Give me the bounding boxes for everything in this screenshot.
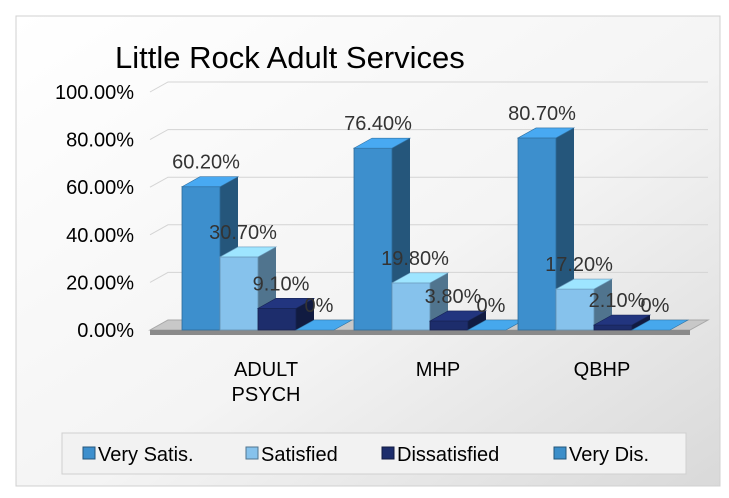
- data-label: 19.80%: [381, 248, 449, 270]
- bar-front: [391, 282, 431, 331]
- y-tick-label: 60.00%: [66, 177, 134, 199]
- y-axis-tick-labels: 0.00% 20.00% 40.00% 60.00% 80.00% 100.00%: [55, 82, 134, 342]
- bar-side: [468, 310, 486, 330]
- data-label: 3.80%: [425, 286, 482, 308]
- data-label: 76.40%: [344, 113, 412, 135]
- bar: [390, 272, 450, 331]
- x-tick-label: ADULT PSYCH: [232, 359, 301, 406]
- y-tick-label: 0.00%: [77, 320, 134, 342]
- legend-swatch: [82, 446, 96, 460]
- legend-item: Very Satis.: [82, 444, 194, 466]
- legend-item: Very Dis.: [553, 444, 649, 466]
- gridline: [149, 81, 708, 93]
- bar: [294, 319, 354, 331]
- bar-top: [256, 298, 316, 309]
- legend-box: [61, 432, 687, 475]
- legend-swatch: [553, 446, 567, 460]
- bar-top: [180, 176, 240, 188]
- x-axis-tick-labels: ADULT PSYCH MHP QBHP: [232, 359, 631, 406]
- y-tick-label: 40.00%: [66, 225, 134, 247]
- data-label: 0%: [305, 295, 334, 317]
- data-label: 17.20%: [545, 254, 613, 276]
- bars: [180, 127, 690, 331]
- bar-side: [296, 298, 314, 330]
- data-label: 2.10%: [589, 290, 646, 312]
- bar: [592, 314, 652, 331]
- data-label: 0%: [641, 295, 670, 317]
- bar-top: [390, 272, 450, 284]
- bar-top: [592, 314, 652, 326]
- gridline: [149, 129, 708, 141]
- data-label: 30.70%: [209, 222, 277, 244]
- y-tick-label: 80.00%: [66, 130, 134, 152]
- bar-top: [516, 127, 576, 139]
- y-tick-label: 20.00%: [66, 272, 134, 294]
- bar-front: [257, 307, 297, 331]
- legend-swatch: [381, 446, 395, 460]
- legend-swatch: [245, 446, 259, 460]
- bar: [516, 127, 576, 331]
- bar-front: [555, 288, 595, 331]
- bar: [630, 319, 690, 331]
- legend-label: Very Dis.: [569, 444, 649, 466]
- legend-label: Very Satis.: [98, 444, 194, 466]
- bar-side: [556, 127, 574, 331]
- bar-front: [429, 320, 469, 331]
- legend: Very Satis. Satisfied Dissatisfied Very Dis…: [61, 432, 687, 475]
- floor-front: [150, 330, 690, 335]
- chart-title: Little Rock Adult Services: [115, 40, 465, 75]
- x-tick-label: MHP: [416, 359, 460, 381]
- bar-front: [517, 137, 557, 331]
- bar-top: [630, 319, 690, 331]
- data-label: 80.70%: [508, 103, 576, 125]
- bar-top: [294, 319, 354, 331]
- legend-label: Dissatisfied: [397, 444, 499, 466]
- legend-item: Satisfied: [245, 444, 338, 466]
- bar-top: [554, 278, 614, 290]
- data-label: 9.10%: [253, 273, 310, 295]
- bar-side: [632, 315, 650, 330]
- data-label: 60.20%: [172, 152, 240, 174]
- bar-front: [181, 186, 221, 331]
- data-label: 0%: [477, 295, 506, 317]
- legend-item: Dissatisfied: [381, 444, 499, 466]
- bar-top: [428, 310, 488, 322]
- bar-front: [593, 324, 633, 331]
- bar: [428, 310, 488, 331]
- x-tick-label: QBHP: [574, 359, 631, 381]
- y-tick-label: 100.00%: [55, 82, 134, 104]
- bar-top: [352, 137, 412, 149]
- data-labels: 60.20%30.70%9.10%0%76.40%19.80%3.80%0%80…: [172, 103, 670, 317]
- legend-label: Satisfied: [261, 444, 338, 466]
- bar: [256, 298, 316, 331]
- bar-front: [353, 147, 393, 331]
- bar-top: [218, 246, 278, 258]
